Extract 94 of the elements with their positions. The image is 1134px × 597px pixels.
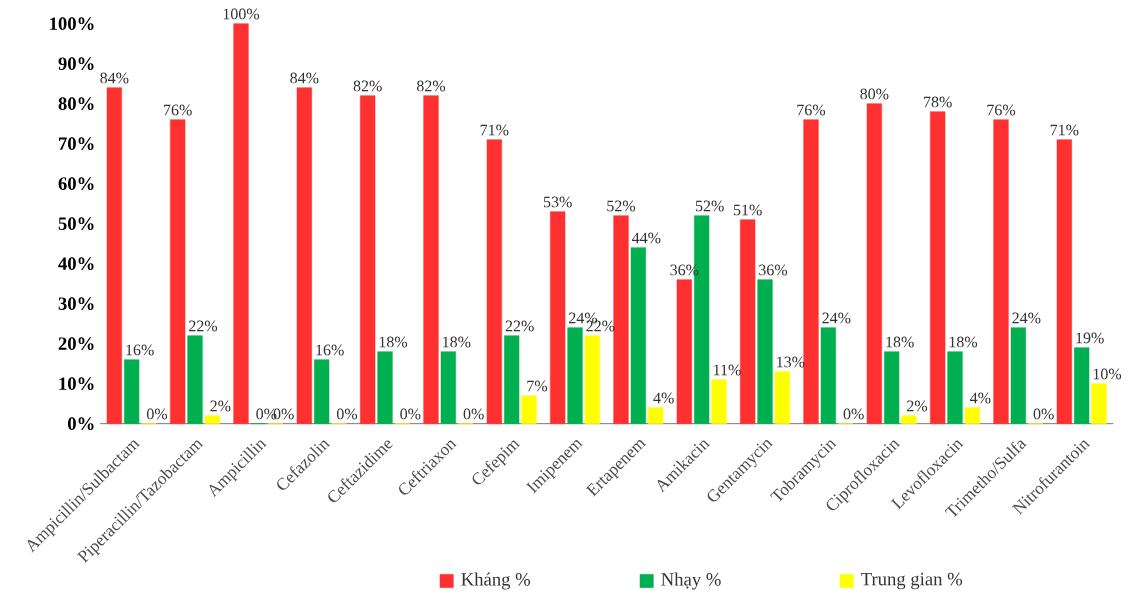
bar — [711, 379, 727, 424]
data-label: 0% — [146, 408, 168, 420]
data-label: 18% — [443, 336, 471, 348]
data-label: 2% — [907, 400, 928, 412]
bar — [757, 279, 773, 424]
bar — [233, 23, 249, 424]
data-label: 19% — [1076, 332, 1104, 344]
y-tick-label: 80% — [58, 97, 94, 110]
bar — [504, 335, 520, 424]
y-tick-label: 70% — [59, 137, 94, 150]
bar — [1056, 139, 1072, 424]
data-label: 80% — [860, 88, 889, 100]
data-label: 22% — [189, 320, 218, 332]
data-label: 76% — [797, 104, 826, 116]
data-label: 82% — [353, 80, 382, 92]
legend-label: Kháng % — [461, 572, 531, 590]
bar — [360, 95, 376, 424]
bar — [170, 119, 186, 424]
bar — [820, 327, 836, 424]
bar — [740, 219, 756, 424]
data-label: 10% — [1093, 368, 1122, 380]
data-label: 76% — [164, 104, 192, 116]
bar — [106, 87, 122, 424]
bar — [1091, 383, 1107, 424]
data-label: 44% — [631, 232, 661, 244]
bar — [993, 119, 1009, 424]
legend-label: Trung gian % — [861, 572, 963, 590]
legend-label: Nhạy % — [661, 572, 721, 590]
bar — [314, 359, 330, 424]
data-label: 100% — [223, 8, 260, 20]
data-label: 22% — [505, 320, 534, 332]
bar — [884, 351, 900, 424]
y-tick-label: 60% — [58, 177, 94, 190]
bar — [440, 351, 456, 424]
y-tick-label: 10% — [59, 377, 94, 390]
data-label: 84% — [100, 72, 129, 84]
data-label: 71% — [1050, 124, 1079, 136]
data-label: 82% — [416, 80, 446, 92]
data-label: 16% — [316, 344, 344, 356]
bar — [521, 395, 537, 424]
bar — [486, 139, 502, 424]
bar — [423, 95, 439, 424]
data-label: 52% — [607, 200, 636, 212]
bar — [774, 371, 790, 424]
y-tick-label: 50% — [58, 217, 94, 230]
data-label: 84% — [290, 72, 319, 84]
data-label: 0% — [843, 408, 864, 420]
y-tick-label: 40% — [58, 257, 94, 270]
y-tick-label: 90% — [58, 57, 94, 70]
bar — [630, 247, 646, 424]
bar — [124, 359, 140, 424]
data-label: 24% — [822, 312, 851, 324]
data-label: 0% — [400, 408, 421, 420]
bar — [377, 351, 393, 424]
data-label: 18% — [379, 336, 408, 348]
bar — [947, 351, 963, 424]
data-label: 36% — [759, 264, 788, 276]
bar — [676, 279, 692, 424]
data-label: 24% — [1012, 312, 1041, 324]
data-label: 51% — [733, 204, 762, 216]
bar — [866, 103, 882, 424]
bar — [901, 415, 917, 424]
y-tick-label: 30% — [58, 297, 94, 310]
y-tick-label: 20% — [58, 337, 94, 350]
bar — [803, 119, 819, 424]
data-label: 76% — [987, 104, 1016, 116]
bar — [648, 407, 664, 424]
data-label: 78% — [924, 96, 952, 108]
data-label: 7% — [527, 380, 548, 392]
data-label: 4% — [969, 392, 991, 404]
data-label: 0% — [1033, 408, 1054, 420]
bar — [613, 215, 629, 424]
bar — [584, 335, 600, 424]
data-label: 18% — [886, 336, 914, 348]
bar — [296, 87, 312, 424]
data-label: 52% — [695, 200, 724, 212]
data-label: 2% — [210, 400, 231, 412]
data-label: 71% — [480, 124, 509, 136]
y-tick-label: 0% — [68, 417, 94, 430]
bar — [1010, 327, 1026, 424]
data-label: 0% — [463, 408, 484, 420]
y-tick-label: 100% — [50, 17, 94, 30]
data-label: 0% — [336, 408, 358, 420]
bar — [1074, 347, 1090, 424]
bar — [567, 327, 583, 424]
bar — [204, 415, 220, 424]
data-label: 4% — [653, 392, 674, 404]
bar — [187, 335, 203, 424]
data-label: 53% — [543, 196, 572, 208]
data-label: 16% — [126, 344, 154, 356]
bar — [930, 111, 946, 424]
data-label: 18% — [949, 336, 978, 348]
bar — [964, 407, 980, 424]
bar — [550, 211, 566, 424]
